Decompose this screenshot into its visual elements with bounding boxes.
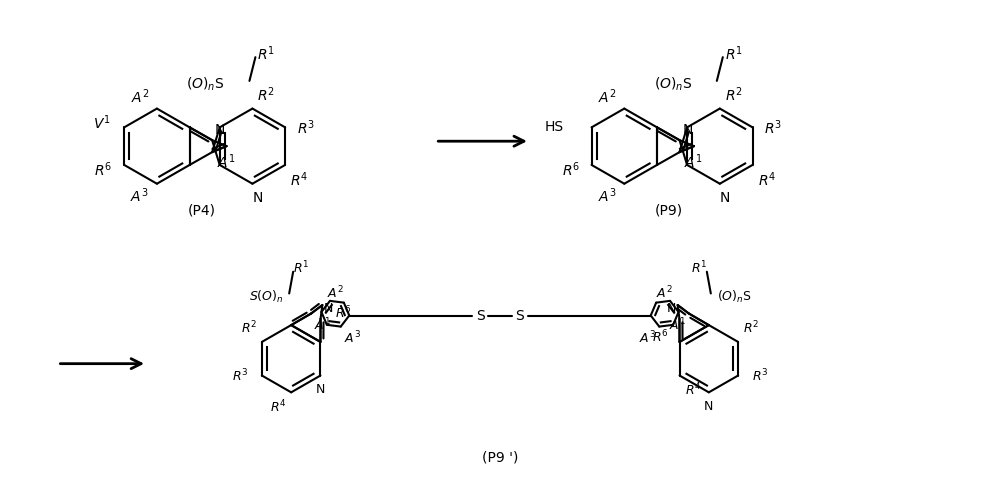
Text: $A^2$: $A^2$ bbox=[598, 87, 616, 106]
Text: $A^1$: $A^1$ bbox=[684, 153, 703, 172]
Text: $A^3$: $A^3$ bbox=[130, 186, 149, 205]
Text: $R^3$: $R^3$ bbox=[232, 367, 248, 384]
Text: $R^6$: $R^6$ bbox=[335, 305, 351, 321]
Text: $A^1$: $A^1$ bbox=[314, 317, 331, 334]
Text: $R^3$: $R^3$ bbox=[764, 118, 782, 137]
Text: $R^4$: $R^4$ bbox=[270, 399, 286, 416]
Text: $R^2$: $R^2$ bbox=[241, 320, 257, 336]
Text: (P9 '): (P9 ') bbox=[482, 451, 518, 464]
Text: $R^2$: $R^2$ bbox=[257, 85, 275, 104]
Text: $S(O)_n$: $S(O)_n$ bbox=[249, 289, 283, 306]
Text: $A^2$: $A^2$ bbox=[327, 285, 344, 302]
Text: $(O)_n$S: $(O)_n$S bbox=[717, 289, 752, 306]
Text: $(O)_n$S: $(O)_n$S bbox=[186, 75, 225, 93]
Text: N: N bbox=[667, 303, 676, 316]
Text: S: S bbox=[476, 309, 484, 322]
Text: $R^2$: $R^2$ bbox=[725, 85, 743, 104]
Text: $A^1$: $A^1$ bbox=[669, 317, 686, 334]
Text: $R^1$: $R^1$ bbox=[293, 259, 309, 276]
Text: $R^1$: $R^1$ bbox=[725, 45, 743, 64]
Text: $A^1$: $A^1$ bbox=[217, 153, 236, 172]
Text: $V^1$: $V^1$ bbox=[93, 113, 110, 132]
Text: $R^1$: $R^1$ bbox=[691, 259, 707, 276]
Text: (P9): (P9) bbox=[655, 204, 683, 217]
Text: $A^3$: $A^3$ bbox=[598, 186, 616, 205]
Text: $R^4$: $R^4$ bbox=[758, 171, 776, 189]
Text: $R^3$: $R^3$ bbox=[297, 118, 315, 137]
Text: $A^3$: $A^3$ bbox=[344, 330, 361, 347]
Text: N: N bbox=[252, 191, 263, 205]
Text: $R^4$: $R^4$ bbox=[685, 382, 701, 399]
Text: N: N bbox=[316, 383, 325, 396]
Text: N: N bbox=[682, 123, 693, 137]
Text: $R^6$: $R^6$ bbox=[562, 161, 580, 179]
Text: $(O)_n$S: $(O)_n$S bbox=[654, 75, 692, 93]
Text: $A^2$: $A^2$ bbox=[131, 87, 149, 106]
Text: $R^6$: $R^6$ bbox=[94, 161, 112, 179]
Text: $R^2$: $R^2$ bbox=[743, 320, 759, 336]
Text: N: N bbox=[215, 123, 225, 137]
Text: N: N bbox=[324, 303, 333, 316]
Text: $R^6$: $R^6$ bbox=[652, 328, 668, 345]
Text: HS: HS bbox=[545, 120, 564, 135]
Text: N: N bbox=[720, 191, 730, 205]
Text: $A^3$: $A^3$ bbox=[639, 330, 656, 347]
Text: $R^3$: $R^3$ bbox=[752, 367, 768, 384]
Text: S: S bbox=[516, 309, 524, 322]
Text: $A^2$: $A^2$ bbox=[656, 285, 673, 302]
Text: (P4): (P4) bbox=[188, 204, 216, 217]
Text: N: N bbox=[704, 400, 714, 413]
Text: $R^4$: $R^4$ bbox=[290, 171, 308, 189]
Text: $R^1$: $R^1$ bbox=[257, 45, 275, 64]
